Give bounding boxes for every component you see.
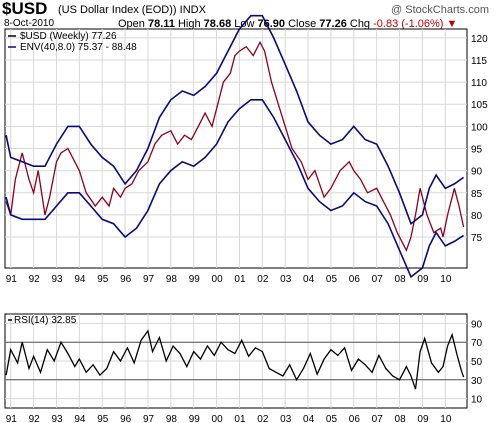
y-tick-label: 90 [471, 167, 483, 178]
rsi-lines [5, 329, 465, 390]
x-tick-label: 00 [212, 274, 224, 285]
y-tick-label: 30 [471, 376, 483, 387]
x-tick-label: 96 [120, 414, 132, 423]
x-tick-label: 92 [29, 414, 41, 423]
x-tick-label: 10 [440, 274, 452, 285]
x-tick-label: 01 [234, 414, 246, 423]
y-tick-label: 115 [471, 56, 487, 67]
price-grid [5, 29, 467, 268]
envelope-upper-line [5, 14, 465, 225]
price-panel [4, 28, 468, 269]
y-tick-label: 10 [471, 395, 483, 406]
x-tick-label: 10 [440, 414, 452, 423]
x-tick-label: 93 [51, 274, 63, 285]
x-tick-label: 94 [74, 274, 86, 285]
x-tick-label: 97 [143, 274, 155, 285]
x-tick-label: 97 [143, 414, 155, 423]
x-tick-label: 03 [280, 274, 292, 285]
x-tick-label: 01 [234, 274, 246, 285]
rsi-x-ticks: 91 92 93 94 95 96 97 98 99 00 01 02 03 04 05 06 07 08 09 10 [6, 414, 452, 423]
x-tick-label: 93 [51, 414, 63, 423]
x-tick-label: 05 [326, 414, 338, 423]
y-tick-label: 100 [471, 122, 488, 133]
x-tick-label: 09 [417, 414, 429, 423]
x-tick-label: 02 [257, 414, 269, 423]
usd-price-line [5, 40, 465, 252]
rsi-legend: RSI(14) 32.85 [8, 315, 77, 326]
x-tick-label: 99 [189, 414, 201, 423]
x-tick-label: 07 [372, 414, 384, 423]
x-tick-label: 00 [212, 414, 224, 423]
y-tick-label: 85 [471, 189, 483, 200]
x-tick-label: 05 [326, 274, 338, 285]
y-tick-label: 110 [471, 78, 487, 89]
legend-label-rsi: RSI(14) 32.85 [14, 315, 77, 326]
x-tick-label: 06 [349, 274, 361, 285]
x-tick-label: 03 [280, 414, 292, 423]
envelope-lower-line [5, 99, 465, 279]
x-tick-label: 91 [6, 274, 18, 285]
x-tick-label: 98 [166, 414, 178, 423]
x-tick-label: 04 [303, 414, 315, 423]
rsi-panel [4, 313, 468, 409]
x-tick-label: 94 [74, 414, 86, 423]
chg-label: Chg [349, 18, 371, 30]
y-tick-label: 90 [471, 319, 483, 330]
x-tick-label: 08 [395, 414, 407, 423]
high-value: 78.68 [203, 18, 232, 30]
quote-date: 8-Oct-2010 [4, 18, 55, 29]
price-lines [5, 14, 465, 279]
y-tick-label: 105 [471, 100, 488, 111]
close-value: 77.26 [319, 18, 347, 30]
y-tick-label: 80 [471, 211, 483, 222]
high-label: High [177, 18, 201, 30]
y-tick-label: 50 [471, 357, 483, 368]
price-y-ticks: 75 80 85 90 95 100 105 110 115 120 [471, 34, 488, 244]
y-tick-label: 95 [471, 145, 483, 156]
x-tick-label: 04 [303, 274, 315, 285]
x-tick-label: 95 [97, 414, 109, 423]
down-triangle-icon: ▼ [446, 18, 458, 30]
legend-label-usd: $USD (Weekly) 77.26 [20, 31, 117, 42]
open-value: 78.11 [147, 18, 175, 30]
y-tick-label: 120 [471, 34, 488, 45]
x-tick-label: 99 [189, 274, 201, 285]
x-tick-label: 95 [97, 274, 109, 285]
x-tick-label: 96 [120, 274, 132, 285]
y-tick-label: 75 [471, 233, 483, 244]
price-x-ticks: 91 92 93 94 95 96 97 98 99 00 01 02 03 04 05 06 07 08 09 10 [6, 274, 452, 285]
x-tick-label: 09 [417, 274, 429, 285]
low-value: 76.90 [257, 18, 286, 30]
low-label: Low [234, 18, 255, 30]
y-tick-label: 70 [471, 338, 483, 349]
x-tick-label: 02 [257, 274, 269, 285]
rsi-y-ticks: 10 30 50 70 90 [471, 319, 483, 405]
x-tick-label: 06 [349, 414, 361, 423]
rsi-grid [5, 314, 467, 408]
instrument-name: (US Dollar Index (EOD)) INDX [58, 4, 206, 16]
open-label: Open [118, 18, 145, 30]
chart-symbol: $USD [2, 0, 48, 18]
legend-label-env: ENV(40,8.0) 75.37 - 88.48 [20, 42, 137, 53]
x-tick-label: 92 [29, 274, 41, 285]
ohlc-readout: Open 78.11 High 78.68 Low 76.90 Close 77… [118, 18, 457, 30]
chg-value: -0.83 (-1.06%) [373, 18, 444, 30]
x-tick-label: 91 [6, 414, 18, 423]
stockcharts-credit[interactable]: @ StockCharts.com [391, 4, 489, 16]
rsi-line [5, 329, 465, 390]
close-label: Close [288, 18, 317, 30]
x-tick-label: 98 [166, 274, 178, 285]
price-legend: $USD (Weekly) 77.26 ENV(40,8.0) 75.37 - … [8, 31, 137, 53]
x-tick-label: 07 [372, 274, 384, 285]
x-tick-label: 08 [395, 274, 407, 285]
